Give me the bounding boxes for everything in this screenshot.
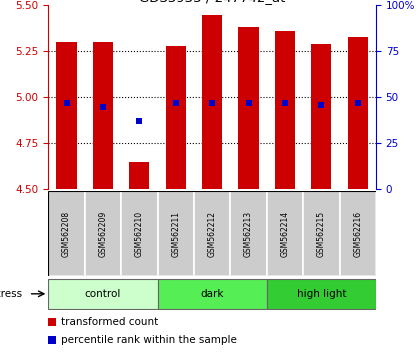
Bar <box>339 191 376 276</box>
Text: dark: dark <box>200 289 224 299</box>
Bar <box>158 191 194 276</box>
Bar <box>194 191 230 276</box>
Text: control: control <box>85 289 121 299</box>
Bar <box>303 191 339 276</box>
Bar <box>230 191 267 276</box>
Text: GSM562214: GSM562214 <box>281 211 289 257</box>
Text: GSM562216: GSM562216 <box>353 211 362 257</box>
Bar <box>158 279 267 309</box>
Text: high light: high light <box>297 289 346 299</box>
Bar <box>311 44 331 189</box>
Bar <box>48 279 158 309</box>
Bar <box>57 42 76 189</box>
Text: GSM562208: GSM562208 <box>62 211 71 257</box>
Text: GSM562209: GSM562209 <box>98 211 108 257</box>
Bar <box>48 191 85 276</box>
Text: transformed count: transformed count <box>61 318 159 327</box>
Text: GSM562211: GSM562211 <box>171 211 180 257</box>
Text: percentile rank within the sample: percentile rank within the sample <box>61 335 237 344</box>
Bar <box>129 162 150 189</box>
Bar <box>239 27 259 189</box>
Bar <box>165 46 186 189</box>
Bar <box>348 36 368 189</box>
Text: stress: stress <box>0 289 22 299</box>
Bar <box>267 191 303 276</box>
Title: GDS3933 / 247742_at: GDS3933 / 247742_at <box>139 0 285 4</box>
Bar <box>275 31 295 189</box>
Bar <box>121 191 158 276</box>
Text: GSM562212: GSM562212 <box>207 211 217 257</box>
Bar <box>267 279 376 309</box>
Bar <box>93 42 113 189</box>
Bar <box>202 15 222 189</box>
Text: GSM562213: GSM562213 <box>244 211 253 257</box>
Text: GSM562215: GSM562215 <box>317 211 326 257</box>
Bar <box>85 191 121 276</box>
Text: GSM562210: GSM562210 <box>135 211 144 257</box>
